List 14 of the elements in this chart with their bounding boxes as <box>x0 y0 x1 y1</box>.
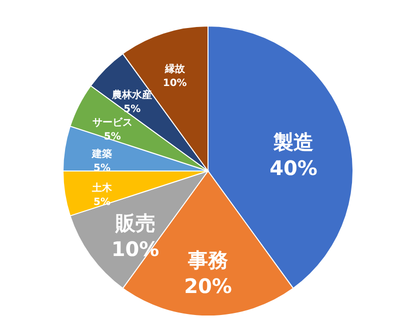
data-label: 10% <box>162 78 187 89</box>
data-label: 40% <box>270 156 318 180</box>
slice-label: 販売 <box>114 210 156 235</box>
slice-label: 縁故 <box>164 62 186 75</box>
slice-label: サービス <box>92 116 132 128</box>
slice-label: 製造 <box>272 130 314 154</box>
data-label: 5% <box>124 104 141 116</box>
data-label: 5% <box>104 131 121 142</box>
data-label: 5% <box>94 196 111 208</box>
slice-label: 農林水産 <box>111 89 152 102</box>
slice-label: 建築 <box>91 148 112 160</box>
slice-label: 土木 <box>91 182 114 194</box>
data-label: 20% <box>184 274 232 298</box>
slice-label: 事務 <box>187 248 228 272</box>
